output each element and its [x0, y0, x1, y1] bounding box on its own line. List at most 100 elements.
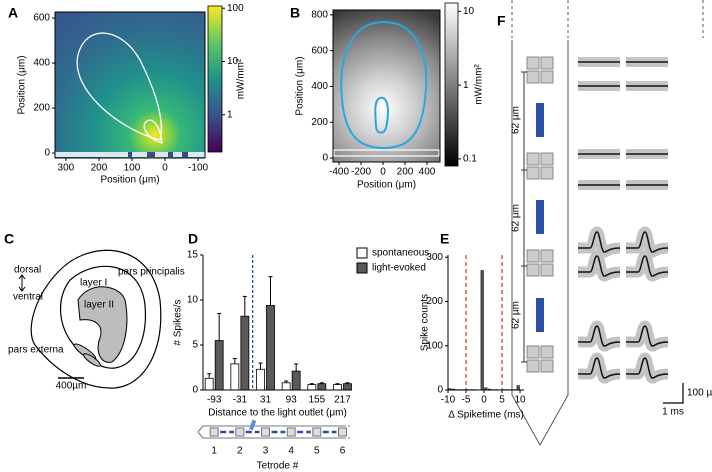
panel-label: F — [497, 13, 506, 29]
bar — [281, 382, 291, 391]
axis-label: Position (μm) — [17, 55, 28, 114]
x-tick-label: 93 — [286, 395, 298, 406]
axis-label: Distance to the light outlet (μm) — [208, 408, 347, 419]
bar — [307, 384, 317, 391]
x-tick-label: -100 — [188, 163, 208, 174]
tetrode-number: 4 — [288, 446, 294, 457]
heatmap-image — [55, 12, 205, 158]
axis-label: Position (μm) — [100, 175, 159, 186]
colorbar-tick-label: 10 — [463, 6, 475, 17]
colorbar-tick-label: 1 — [227, 109, 233, 120]
bar — [204, 377, 214, 391]
y-tick-label: 10 — [187, 295, 199, 306]
scale-bar-label: 400µm — [56, 381, 87, 392]
diagram-label: dorsal — [14, 265, 41, 276]
colorbar-tick-label: 1 — [463, 80, 469, 91]
x-tick-label: -93 — [207, 395, 222, 406]
x-tick-label: -5 — [462, 395, 471, 406]
tetrode-number: 2 — [237, 446, 243, 457]
axis-label: Position (μm) — [295, 56, 306, 115]
tetrode-number: 6 — [340, 446, 346, 457]
x-tick-label: 200 — [91, 163, 108, 174]
x-tick-label: -10 — [441, 395, 456, 406]
x-tick-label: -31 — [233, 395, 248, 406]
bar — [516, 385, 520, 391]
legend-swatch — [356, 247, 368, 259]
legend-swatch — [356, 262, 368, 274]
y-tick-label: 100 — [426, 340, 443, 351]
x-tick-label: 0 — [380, 167, 386, 178]
x-tick-label: 31 — [260, 395, 272, 406]
colorbar-tick-label: 10 — [227, 56, 239, 67]
tetrode — [260, 427, 270, 437]
scale-bar-label: 100 µV — [687, 388, 712, 399]
panel-label: C — [4, 231, 14, 247]
y-tick-label: 400 — [33, 58, 50, 69]
x-tick-label: -200 — [351, 167, 371, 178]
axis-label: Tetrode # — [257, 461, 299, 472]
y-tick-label: 200 — [33, 103, 50, 114]
x-tick-label: 155 — [308, 395, 325, 406]
tetrode — [209, 427, 219, 437]
x-tick-label: -400 — [329, 167, 349, 178]
bar — [214, 340, 224, 391]
panel-label: E — [440, 231, 449, 247]
x-tick-label: 400 — [419, 167, 436, 178]
diagram-label: pars principalis — [118, 267, 185, 278]
x-tick-label: 200 — [397, 167, 414, 178]
y-tick-label: 0 — [44, 148, 50, 159]
legend-label: spontaneous — [372, 248, 429, 259]
bar — [343, 383, 352, 391]
y-tick-label: 0 — [322, 153, 328, 164]
y-tick-label: 300 — [426, 252, 443, 263]
y-tick-label: 5 — [192, 340, 198, 351]
y-tick-label: 200 — [426, 296, 443, 307]
y-tick-label: 0 — [437, 385, 443, 396]
tetrode — [286, 427, 296, 437]
axis-label: Position (μm) — [357, 180, 416, 191]
diagram-label: layer I — [80, 278, 107, 289]
x-tick-label: 0 — [162, 163, 168, 174]
tetrode — [235, 427, 245, 437]
waveforms: 100 µV 1 ms — [578, 62, 712, 418]
bar — [291, 370, 301, 391]
bar — [317, 383, 327, 391]
spacing-label: 62 µm — [511, 301, 522, 329]
heatmap-image — [333, 10, 440, 162]
x-tick-label: 217 — [334, 395, 351, 406]
colorbar-label: mW/mm² — [236, 58, 247, 99]
tetrode — [312, 427, 322, 437]
panel-label: A — [8, 5, 18, 21]
probe-end — [344, 425, 352, 439]
diagram-label: ventral — [13, 292, 43, 303]
bar — [333, 384, 342, 391]
x-tick-label: 10 — [514, 395, 526, 406]
colorbar-label: mW/mm² — [474, 64, 485, 105]
y-tick-label: 600 — [33, 13, 50, 24]
bar — [256, 368, 265, 391]
tetrode-number: 1 — [211, 446, 217, 457]
legend-label: light-evoked — [372, 263, 426, 274]
scale-bar-label: 1 ms — [662, 407, 684, 418]
bar — [240, 315, 250, 391]
bar — [480, 270, 484, 391]
plot-frame — [54, 11, 206, 159]
x-tick-label: 300 — [58, 163, 75, 174]
spacing-label: 62 µm — [511, 204, 522, 232]
plot-frame — [332, 9, 441, 163]
x-tick-label: 100 — [124, 163, 141, 174]
colorbar — [444, 2, 459, 167]
axis-label: Spike counts — [420, 294, 431, 351]
y-tick-label: 600 — [311, 45, 328, 56]
axis-label: # Spikes/s — [173, 299, 184, 345]
colorbar-tick-label: 0.1 — [463, 153, 477, 164]
y-tick-label: 400 — [311, 81, 328, 92]
tetrode-number: 3 — [263, 446, 269, 457]
probe-outline — [197, 425, 344, 439]
panel-label: B — [290, 5, 300, 21]
spacing-label: 62 µm — [511, 106, 522, 134]
y-tick-label: 800 — [311, 9, 328, 20]
x-tick-label: 0 — [481, 395, 487, 406]
